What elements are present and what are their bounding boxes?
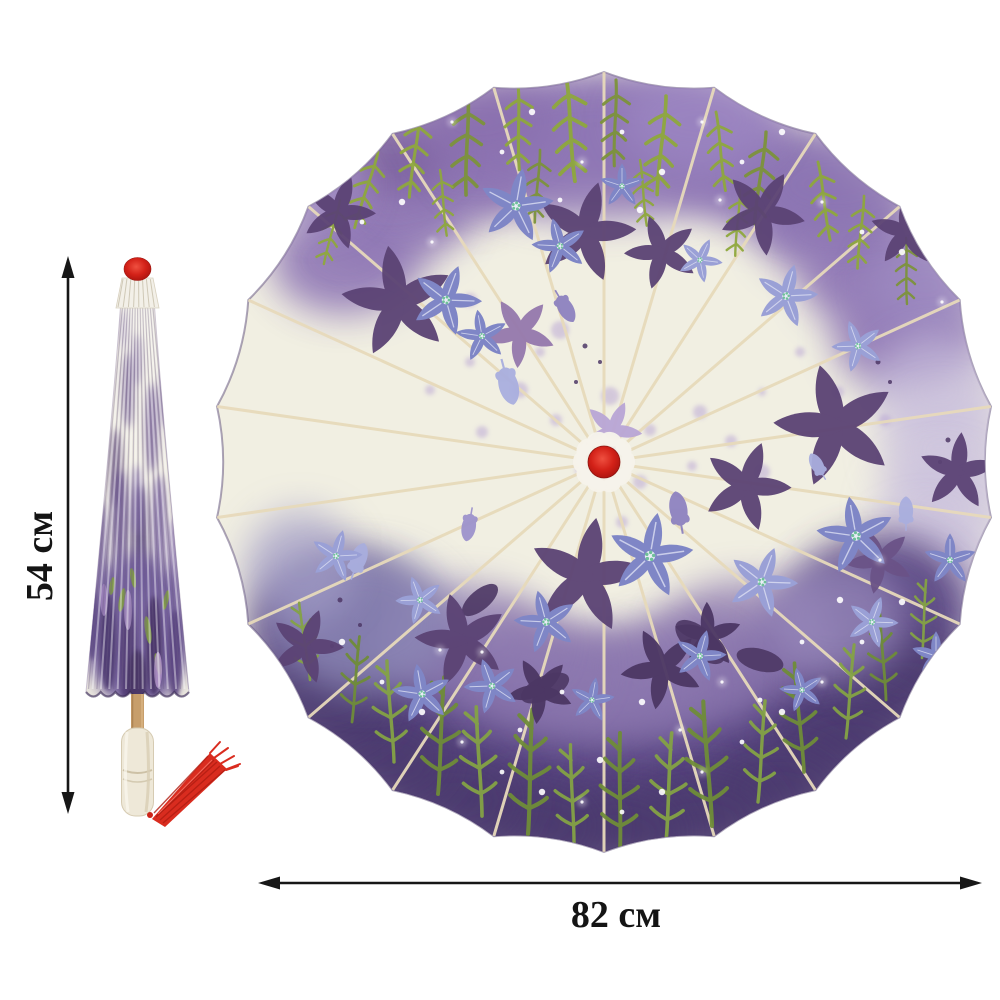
height-dimension-label: 54 см (19, 511, 61, 601)
height-dimension: 54 см (19, 256, 75, 814)
width-dimension-label: 82 см (571, 894, 661, 936)
width-arrow-icon (258, 876, 982, 890)
width-dimension: 82 см (258, 876, 982, 936)
open-parasol (215, 70, 993, 854)
height-arrow-icon (61, 256, 75, 814)
closed-parasol (85, 257, 241, 827)
